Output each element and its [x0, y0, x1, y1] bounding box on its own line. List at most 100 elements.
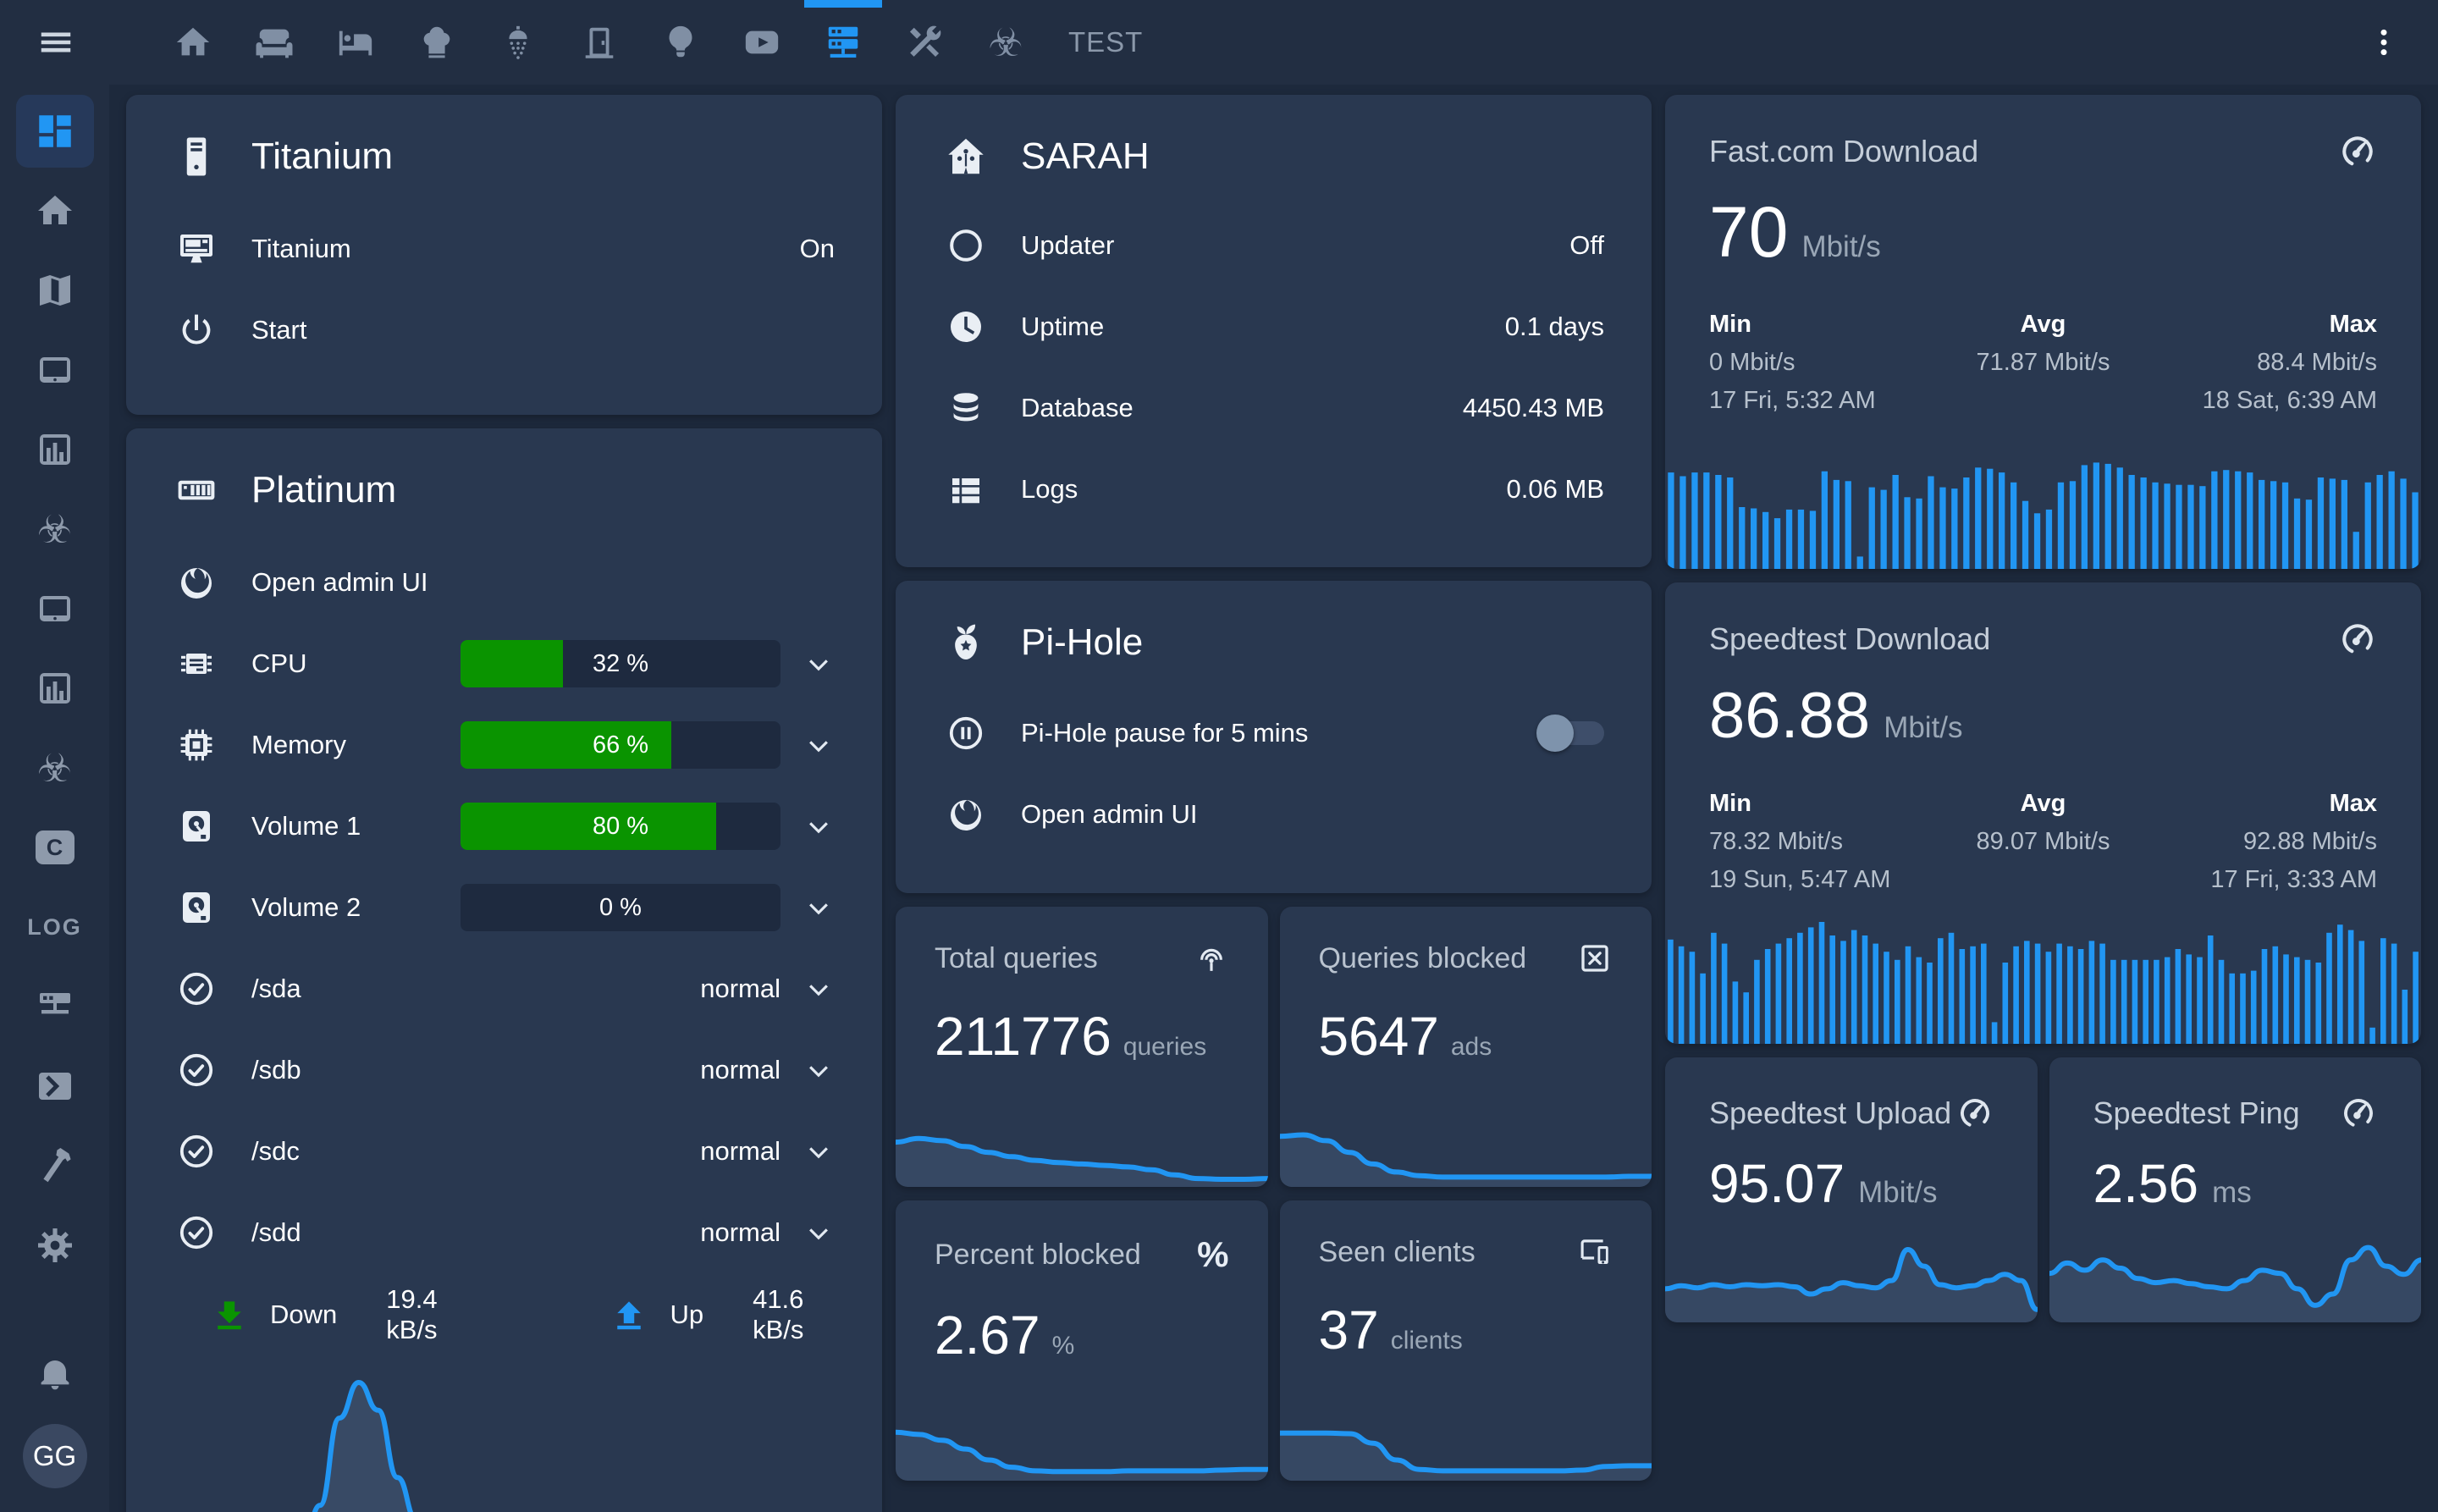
firefox-icon	[181, 568, 212, 599]
card-total-queries[interactable]: Total queries 211776 queries	[896, 907, 1268, 1187]
bell-icon	[41, 1360, 69, 1390]
upload-icon	[617, 1301, 642, 1330]
tab-home[interactable]	[152, 0, 234, 85]
seen-clients-sparkline	[1279, 1403, 1652, 1481]
entity-row-database[interactable]: Database 4450.43 MB	[896, 367, 1652, 449]
tab-media[interactable]	[721, 0, 803, 85]
min-avg-max: Min 0 Mbit/s 17 Fri, 5:32 AM Avg 71.87 M…	[1665, 311, 2421, 415]
max-date: 18 Sat, 6:39 AM	[2202, 387, 2377, 414]
max-value: 92.88 Mbit/s	[2243, 828, 2377, 855]
entity-row-uptime[interactable]: Uptime 0.1 days	[896, 286, 1652, 367]
sidebar-item-language-c[interactable]: C	[0, 808, 109, 887]
entity-label: Pi-Hole pause for 5 mins	[1021, 718, 1309, 748]
sidebar-item-tablet-2[interactable]	[0, 569, 109, 648]
entity-row-logs[interactable]: Logs 0.06 MB	[896, 449, 1652, 530]
harddisk-icon	[183, 892, 210, 923]
tab-server[interactable]	[803, 0, 884, 85]
overflow-menu-icon[interactable]	[2360, 0, 2408, 85]
disk-state: normal	[700, 974, 780, 1003]
sidebar-item-log[interactable]: LOG	[0, 887, 109, 967]
down-label: Down	[270, 1300, 338, 1329]
card-speedtest-ping[interactable]: Speedtest Ping 2.56 ms	[2049, 1057, 2421, 1322]
card-percent-blocked[interactable]: Percent blocked % 2.67%	[896, 1200, 1268, 1481]
toggle-knob	[1536, 715, 1574, 752]
biohazard-icon: ☣	[36, 746, 73, 790]
view-dashboard-icon	[38, 115, 71, 147]
gauge-row-volume-2: Volume 2 0 %	[126, 867, 882, 948]
map-icon	[39, 275, 70, 306]
stat-value: 37	[1318, 1300, 1379, 1360]
stat-value: 2.67	[935, 1305, 1040, 1366]
action-label: Open admin UI	[251, 567, 428, 597]
sidebar-item-server-network[interactable]	[0, 967, 109, 1046]
sidebar-item-stats[interactable]	[0, 410, 109, 489]
speed-value: 2.56	[2093, 1153, 2199, 1214]
card-speedtest-upload[interactable]: Speedtest Upload 95.07 Mbit/s	[1665, 1057, 2038, 1322]
chevron-down-icon[interactable]	[803, 1054, 835, 1086]
tab-door[interactable]	[559, 0, 640, 85]
speedometer-icon	[1960, 1099, 1989, 1128]
sidebar-item-terminal[interactable]	[0, 1046, 109, 1126]
tab-bathroom[interactable]	[477, 0, 559, 85]
action-row-open-admin-ui[interactable]: Open admin UI	[126, 542, 882, 623]
sidebar-item-notifications[interactable]	[0, 1333, 109, 1412]
sidebar-item-stats-2[interactable]	[0, 648, 109, 728]
tab-test[interactable]: TEST	[1046, 0, 1165, 85]
entity-state: On	[799, 234, 835, 263]
tab-lights[interactable]	[640, 0, 721, 85]
gauge-label: CPU	[251, 648, 307, 678]
gauge-label: Memory	[251, 730, 346, 759]
tab-bed[interactable]	[315, 0, 396, 85]
chevron-down-icon[interactable]	[803, 729, 835, 761]
chevron-down-icon[interactable]	[803, 973, 835, 1005]
tab-sofa[interactable]	[234, 0, 315, 85]
tab-kitchen[interactable]	[396, 0, 477, 85]
card-seen-clients[interactable]: Seen clients 37 clients	[1279, 1200, 1652, 1481]
avatar-initials: GG	[32, 1440, 77, 1471]
menu-icon[interactable]	[30, 0, 81, 85]
pihole-pause-toggle[interactable]	[1536, 715, 1604, 752]
user-avatar[interactable]: GG	[22, 1424, 87, 1488]
speed-unit: ms	[2212, 1176, 2252, 1209]
sidebar-item-dashboard[interactable]	[0, 91, 109, 171]
chevron-down-icon[interactable]	[803, 1217, 835, 1249]
tab-tools[interactable]	[884, 0, 965, 85]
entity-row-updater[interactable]: Updater Off	[896, 205, 1652, 286]
sidebar-item-home[interactable]	[0, 171, 109, 251]
firefox-icon	[951, 800, 981, 830]
chevron-down-icon[interactable]	[803, 648, 835, 680]
sidebar-item-developer-tools[interactable]	[0, 1126, 109, 1206]
queries-blocked-sparkline	[1279, 1109, 1652, 1187]
speed-value: 70	[1709, 192, 1789, 272]
entity-row-titanium-switch[interactable]: Titanium On	[126, 208, 882, 290]
progress-fill	[461, 640, 563, 687]
sidebar-item-biohazard[interactable]: ☣	[0, 489, 109, 569]
entity-state: 0.06 MB	[1506, 474, 1604, 504]
entity-label: Titanium	[251, 234, 351, 263]
card-speedtest-download[interactable]: Speedtest Download 86.88 Mbit/s Min 78.32…	[1665, 582, 2421, 1044]
chevron-down-icon[interactable]	[803, 891, 835, 924]
network-throughput-row: Down 19.4 kB/s Up 41.6 kB/s	[126, 1273, 882, 1356]
disk-state: normal	[700, 1055, 780, 1084]
chevron-down-icon[interactable]	[803, 810, 835, 842]
card-queries-blocked[interactable]: Queries blocked 5647 ads	[1279, 907, 1652, 1187]
home-assistant-icon	[948, 138, 984, 174]
action-row-open-admin-ui[interactable]: Open admin UI	[896, 774, 1652, 855]
sidebar-item-settings[interactable]	[0, 1206, 109, 1285]
tab-test-label: TEST	[1068, 26, 1144, 58]
sidebar-item-map[interactable]	[0, 251, 109, 330]
shower-icon	[509, 25, 527, 59]
sidebar-item-biohazard-2[interactable]: ☣	[0, 728, 109, 808]
memory-progress-bar: 66 %	[461, 721, 780, 769]
card-fastcom-download[interactable]: Fast.com Download 70 Mbit/s Min 0 Mbit/s …	[1665, 95, 2421, 569]
download-icon	[218, 1301, 241, 1330]
chevron-down-icon[interactable]	[803, 1135, 835, 1167]
tab-biohazard[interactable]: ☣	[965, 0, 1046, 85]
pihole-stats-row-2: Percent blocked % 2.67% Seen clients 37 c…	[896, 1200, 1652, 1481]
entity-row-titanium-start[interactable]: Start	[126, 290, 882, 371]
access-point-icon	[1200, 948, 1222, 971]
min-date: 17 Fri, 5:32 AM	[1709, 387, 1876, 414]
card-header: SARAH	[896, 95, 1652, 185]
sidebar-item-tablet[interactable]	[0, 330, 109, 410]
stat-unit: ads	[1450, 1033, 1492, 1061]
